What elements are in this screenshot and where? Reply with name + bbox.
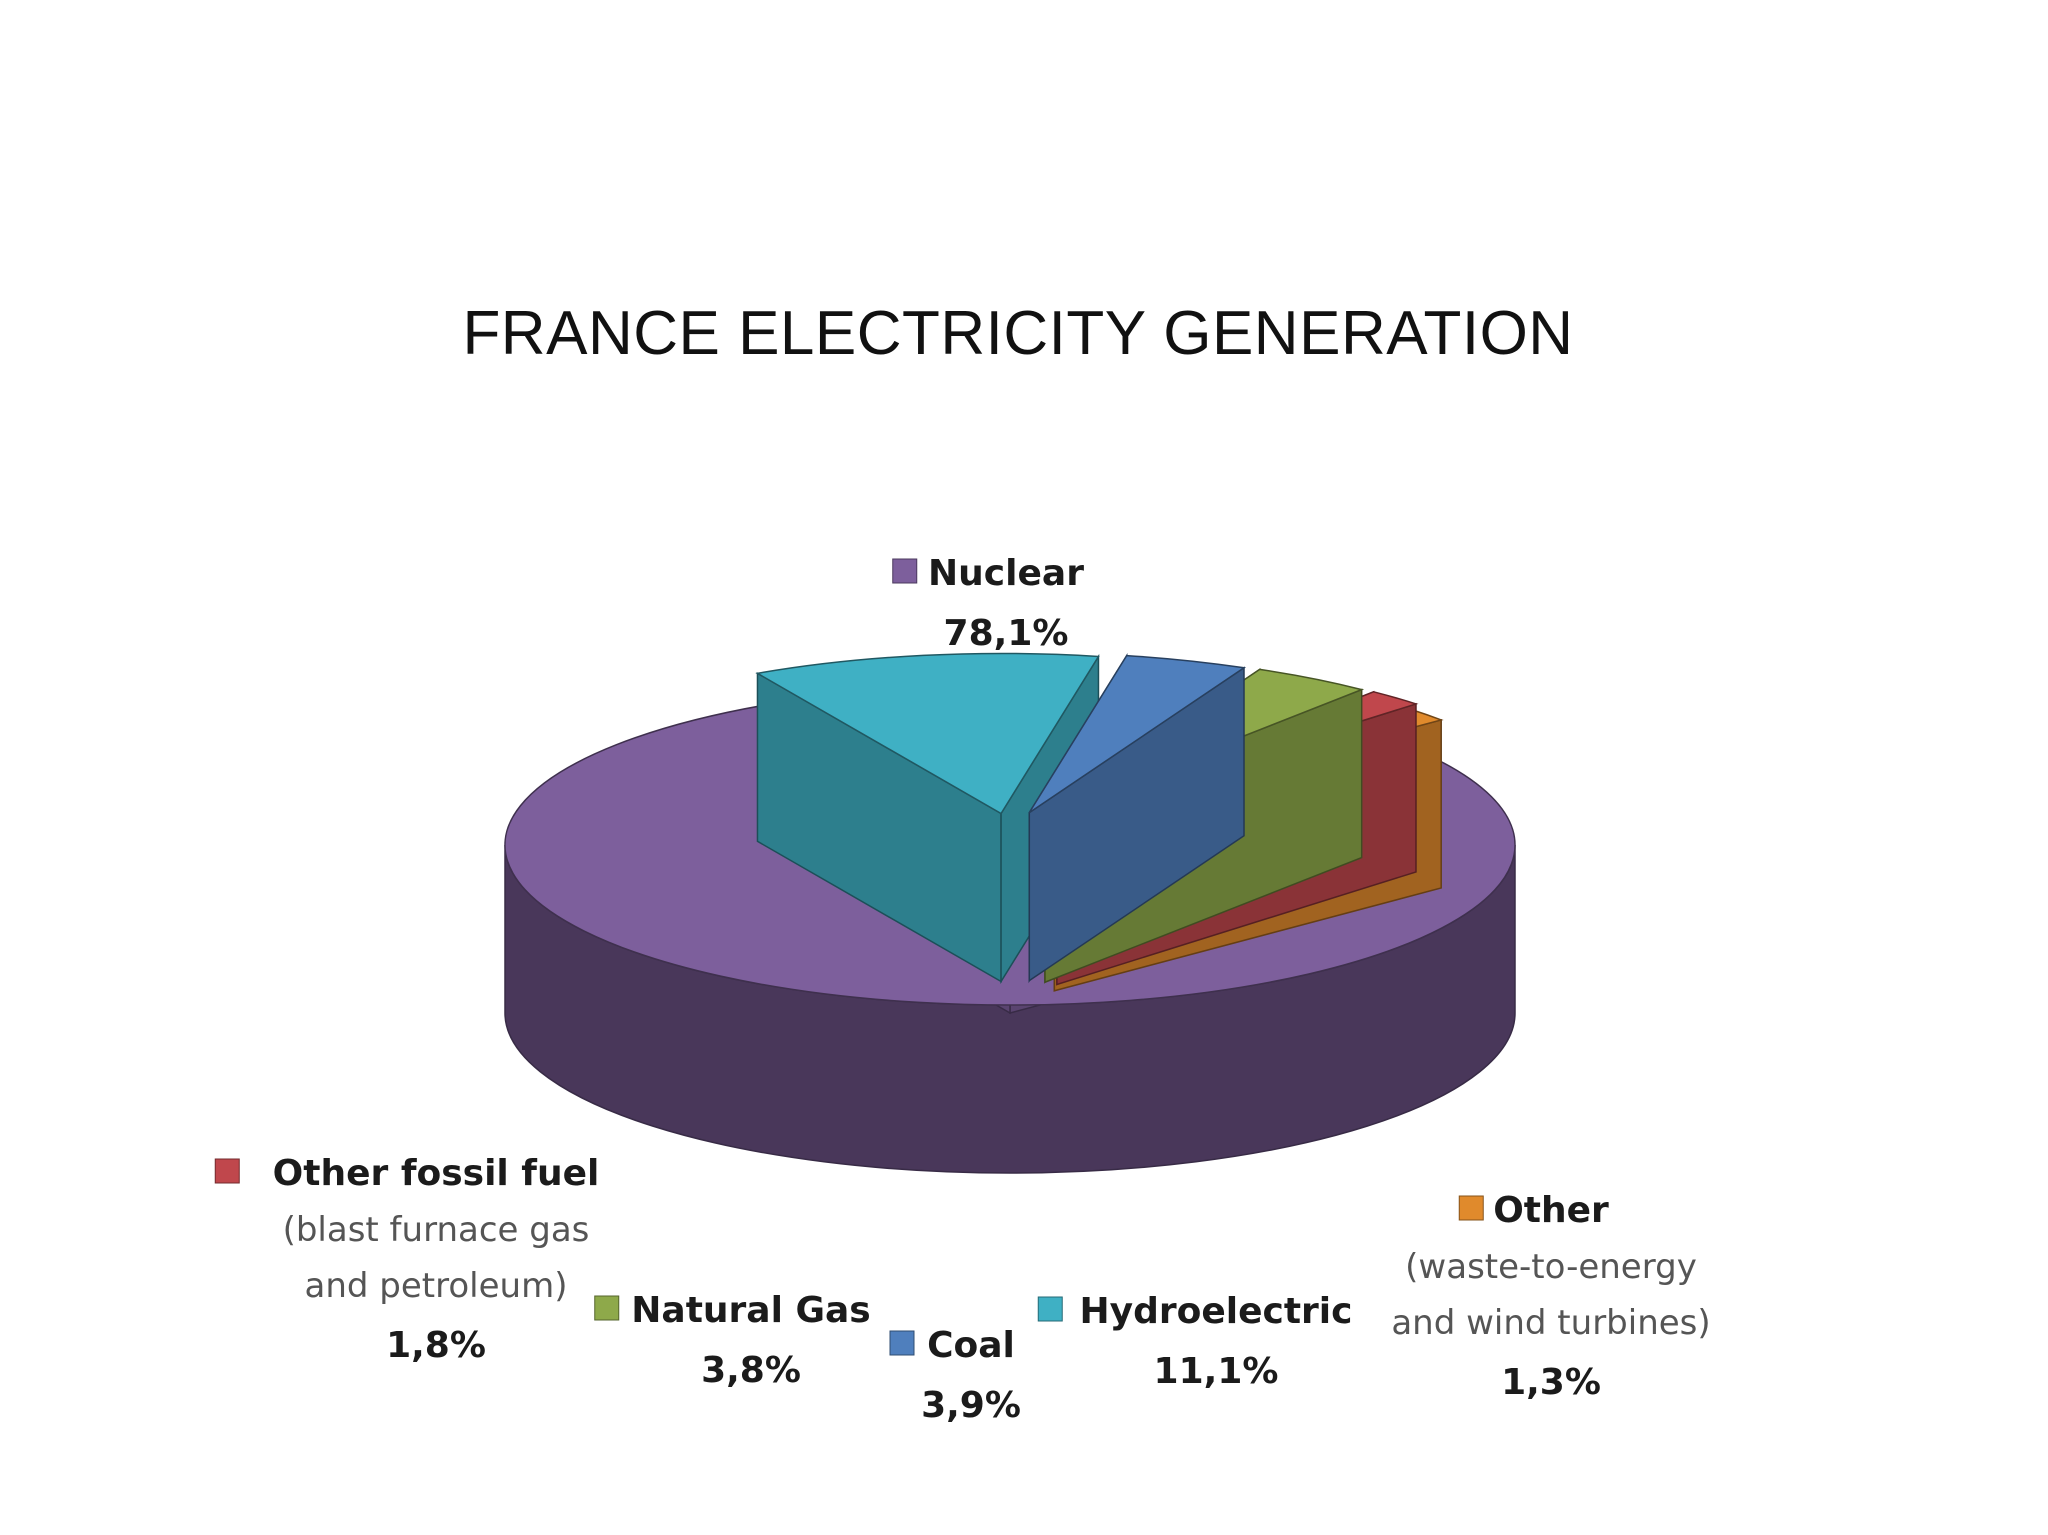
label-natural-gas: Natural Gas 3,8% xyxy=(594,1290,871,1391)
slice-coal xyxy=(1028,652,1247,984)
legend-swatch-other xyxy=(1458,1195,1484,1221)
legend-swatch-coal xyxy=(889,1330,915,1356)
legend-swatch-nuclear xyxy=(892,558,918,584)
slice-note-other-1: and wind turbines) xyxy=(1391,1303,1710,1343)
slice-name-other-fossil-fuel: Other fossil fuel xyxy=(273,1153,600,1194)
label-other: Other (waste-to-energy and wind turbines) 1… xyxy=(1391,1190,1710,1403)
slice-name-hydroelectric: Hydroelectric xyxy=(1079,1291,1352,1332)
label-coal: Coal 3,9% xyxy=(889,1325,1021,1426)
legend-swatch-natural-gas xyxy=(594,1295,620,1321)
slice-note-other-0: (waste-to-energy xyxy=(1405,1247,1697,1287)
slice-name-nuclear: Nuclear xyxy=(928,553,1084,594)
legend-swatch-hydroelectric xyxy=(1037,1296,1063,1322)
slice-name-coal: Coal xyxy=(927,1325,1015,1366)
slice-value-nuclear: 78,1% xyxy=(944,613,1069,654)
label-other-fossil-fuel: Other fossil fuel (blast furnace gas and p… xyxy=(214,1153,600,1366)
slice-value-coal: 3,9% xyxy=(921,1385,1021,1426)
slice-value-hydroelectric: 11,1% xyxy=(1154,1351,1279,1392)
slice-value-natural-gas: 3,8% xyxy=(701,1350,801,1391)
slice-note-other-fossil-fuel-1: and petroleum) xyxy=(305,1266,568,1306)
slice-name-natural-gas: Natural Gas xyxy=(631,1290,870,1331)
label-nuclear: Nuclear 78,1% xyxy=(892,553,1084,654)
slice-hydroelectric xyxy=(755,652,1100,985)
pie-labels: Nuclear 78,1% Hydroelectric 11,1% Coal 3,9% Na… xyxy=(214,553,1711,1426)
slice-note-other-fossil-fuel-0: (blast furnace gas xyxy=(283,1210,590,1250)
slice-name-other: Other xyxy=(1493,1190,1609,1231)
pie-slices xyxy=(504,652,1516,1174)
slice-value-other: 1,3% xyxy=(1501,1362,1601,1403)
legend-swatch-other-fossil-fuel xyxy=(214,1158,240,1184)
slice-value-other-fossil-fuel: 1,8% xyxy=(386,1325,486,1366)
slide-title: FRANCE ELECTRICITY GENERATION xyxy=(462,299,1574,368)
label-hydroelectric: Hydroelectric 11,1% xyxy=(1037,1291,1353,1392)
